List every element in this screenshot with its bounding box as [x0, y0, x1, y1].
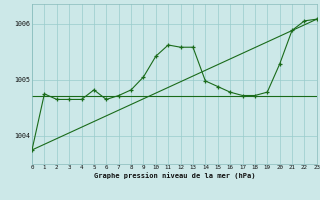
- X-axis label: Graphe pression niveau de la mer (hPa): Graphe pression niveau de la mer (hPa): [94, 172, 255, 179]
